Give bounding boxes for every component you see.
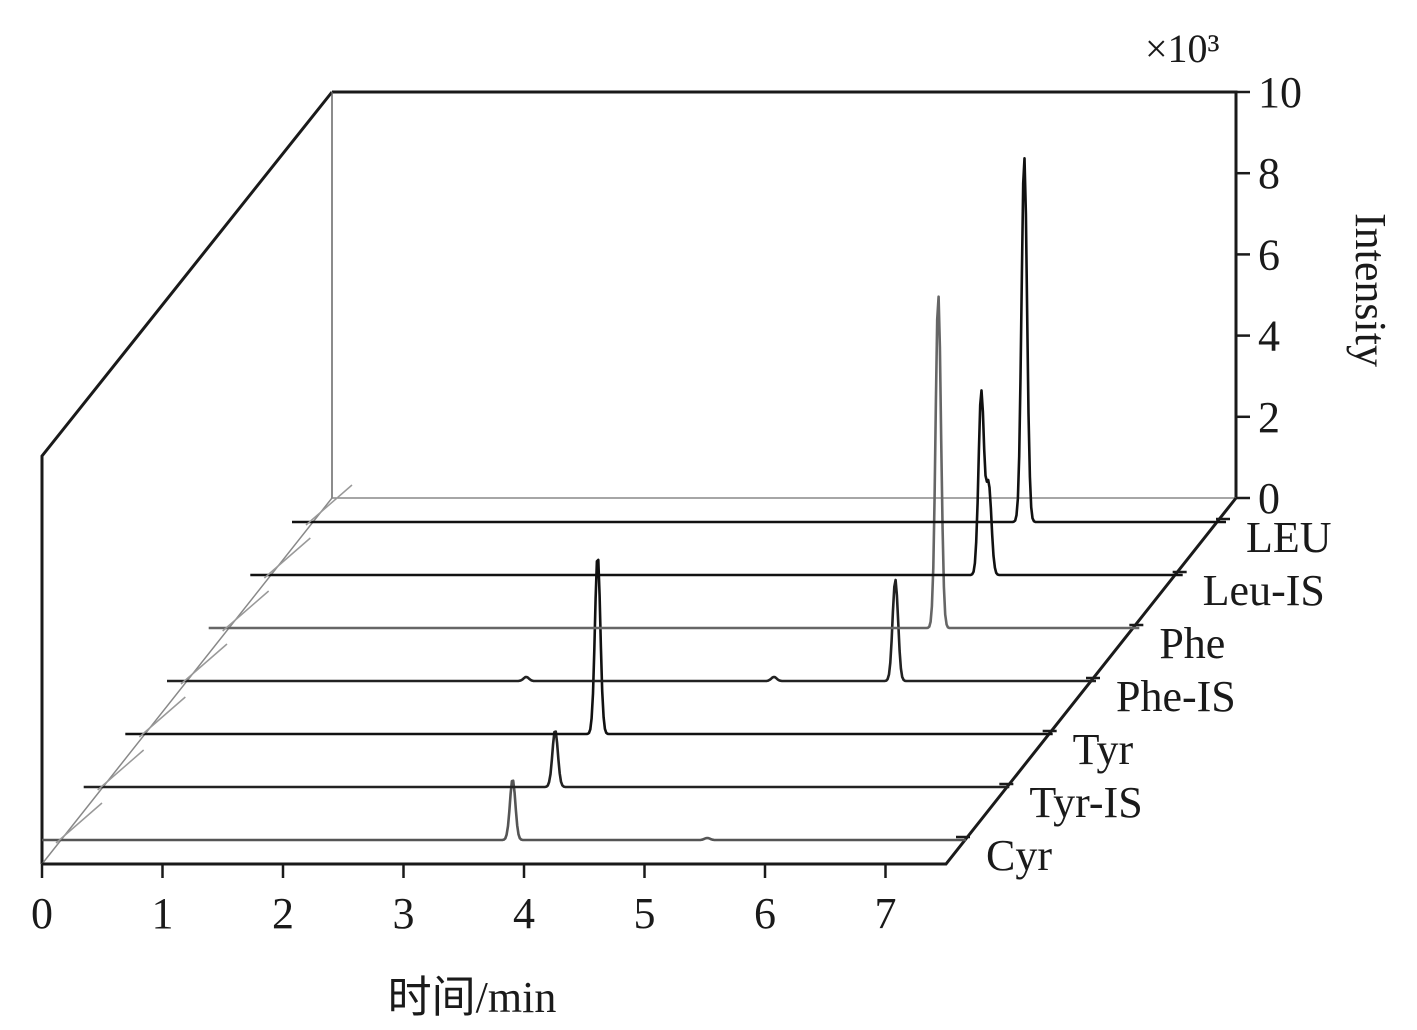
series-guide xyxy=(222,590,270,632)
series-guide xyxy=(305,484,353,526)
z-tick-label: 8 xyxy=(1258,149,1280,198)
x-tick-label: 5 xyxy=(634,889,656,938)
series-line xyxy=(42,779,966,842)
x-tick-label: 2 xyxy=(272,889,294,938)
x-tick-label: 3 xyxy=(393,889,415,938)
series-line xyxy=(250,389,1183,577)
series-label: Tyr-IS xyxy=(1029,778,1142,827)
series-label: Phe-IS xyxy=(1116,672,1236,721)
left-wall-edge xyxy=(40,91,334,864)
series-guide xyxy=(138,696,186,738)
x-tick-label: 6 xyxy=(754,889,776,938)
z-tick-label: 0 xyxy=(1258,474,1280,523)
x-axis-title: 时间/min xyxy=(388,973,557,1022)
front-floor-edge xyxy=(42,497,1238,866)
z-tick-label: 4 xyxy=(1258,312,1280,361)
series-line xyxy=(125,558,1053,736)
intensity-multiplier: ×10³ xyxy=(1145,26,1220,71)
intensity-axis: 0 2 4 6 8 10 xyxy=(1236,68,1302,523)
intensity-axis-title: Intensity xyxy=(1346,213,1395,367)
series-line xyxy=(208,295,1140,630)
series-guide xyxy=(97,749,145,791)
series-line xyxy=(83,730,1010,789)
x-tick-label: 0 xyxy=(31,889,53,938)
series-line xyxy=(167,578,1096,683)
series-lines xyxy=(42,157,1226,844)
series-line xyxy=(292,157,1226,524)
x-axis: 0 1 2 3 4 5 6 7 xyxy=(31,864,897,938)
series-label: Phe xyxy=(1159,619,1225,668)
z-tick-label: 2 xyxy=(1258,393,1280,442)
series-label: Leu-IS xyxy=(1203,566,1325,615)
series-guide xyxy=(55,802,103,844)
series-guide xyxy=(263,537,311,579)
chart-frame xyxy=(40,90,1238,866)
series-guide xyxy=(180,643,228,685)
z-tick-label: 10 xyxy=(1258,68,1302,117)
series-label: LEU xyxy=(1246,513,1332,562)
x-tick-label: 1 xyxy=(152,889,174,938)
z-tick-label: 6 xyxy=(1258,230,1280,279)
back-wall-edge xyxy=(332,90,1238,498)
x-tick-label: 7 xyxy=(875,889,897,938)
series-label: Tyr xyxy=(1073,725,1134,774)
x-tick-label: 4 xyxy=(513,889,535,938)
series-label: Cyr xyxy=(986,831,1052,880)
